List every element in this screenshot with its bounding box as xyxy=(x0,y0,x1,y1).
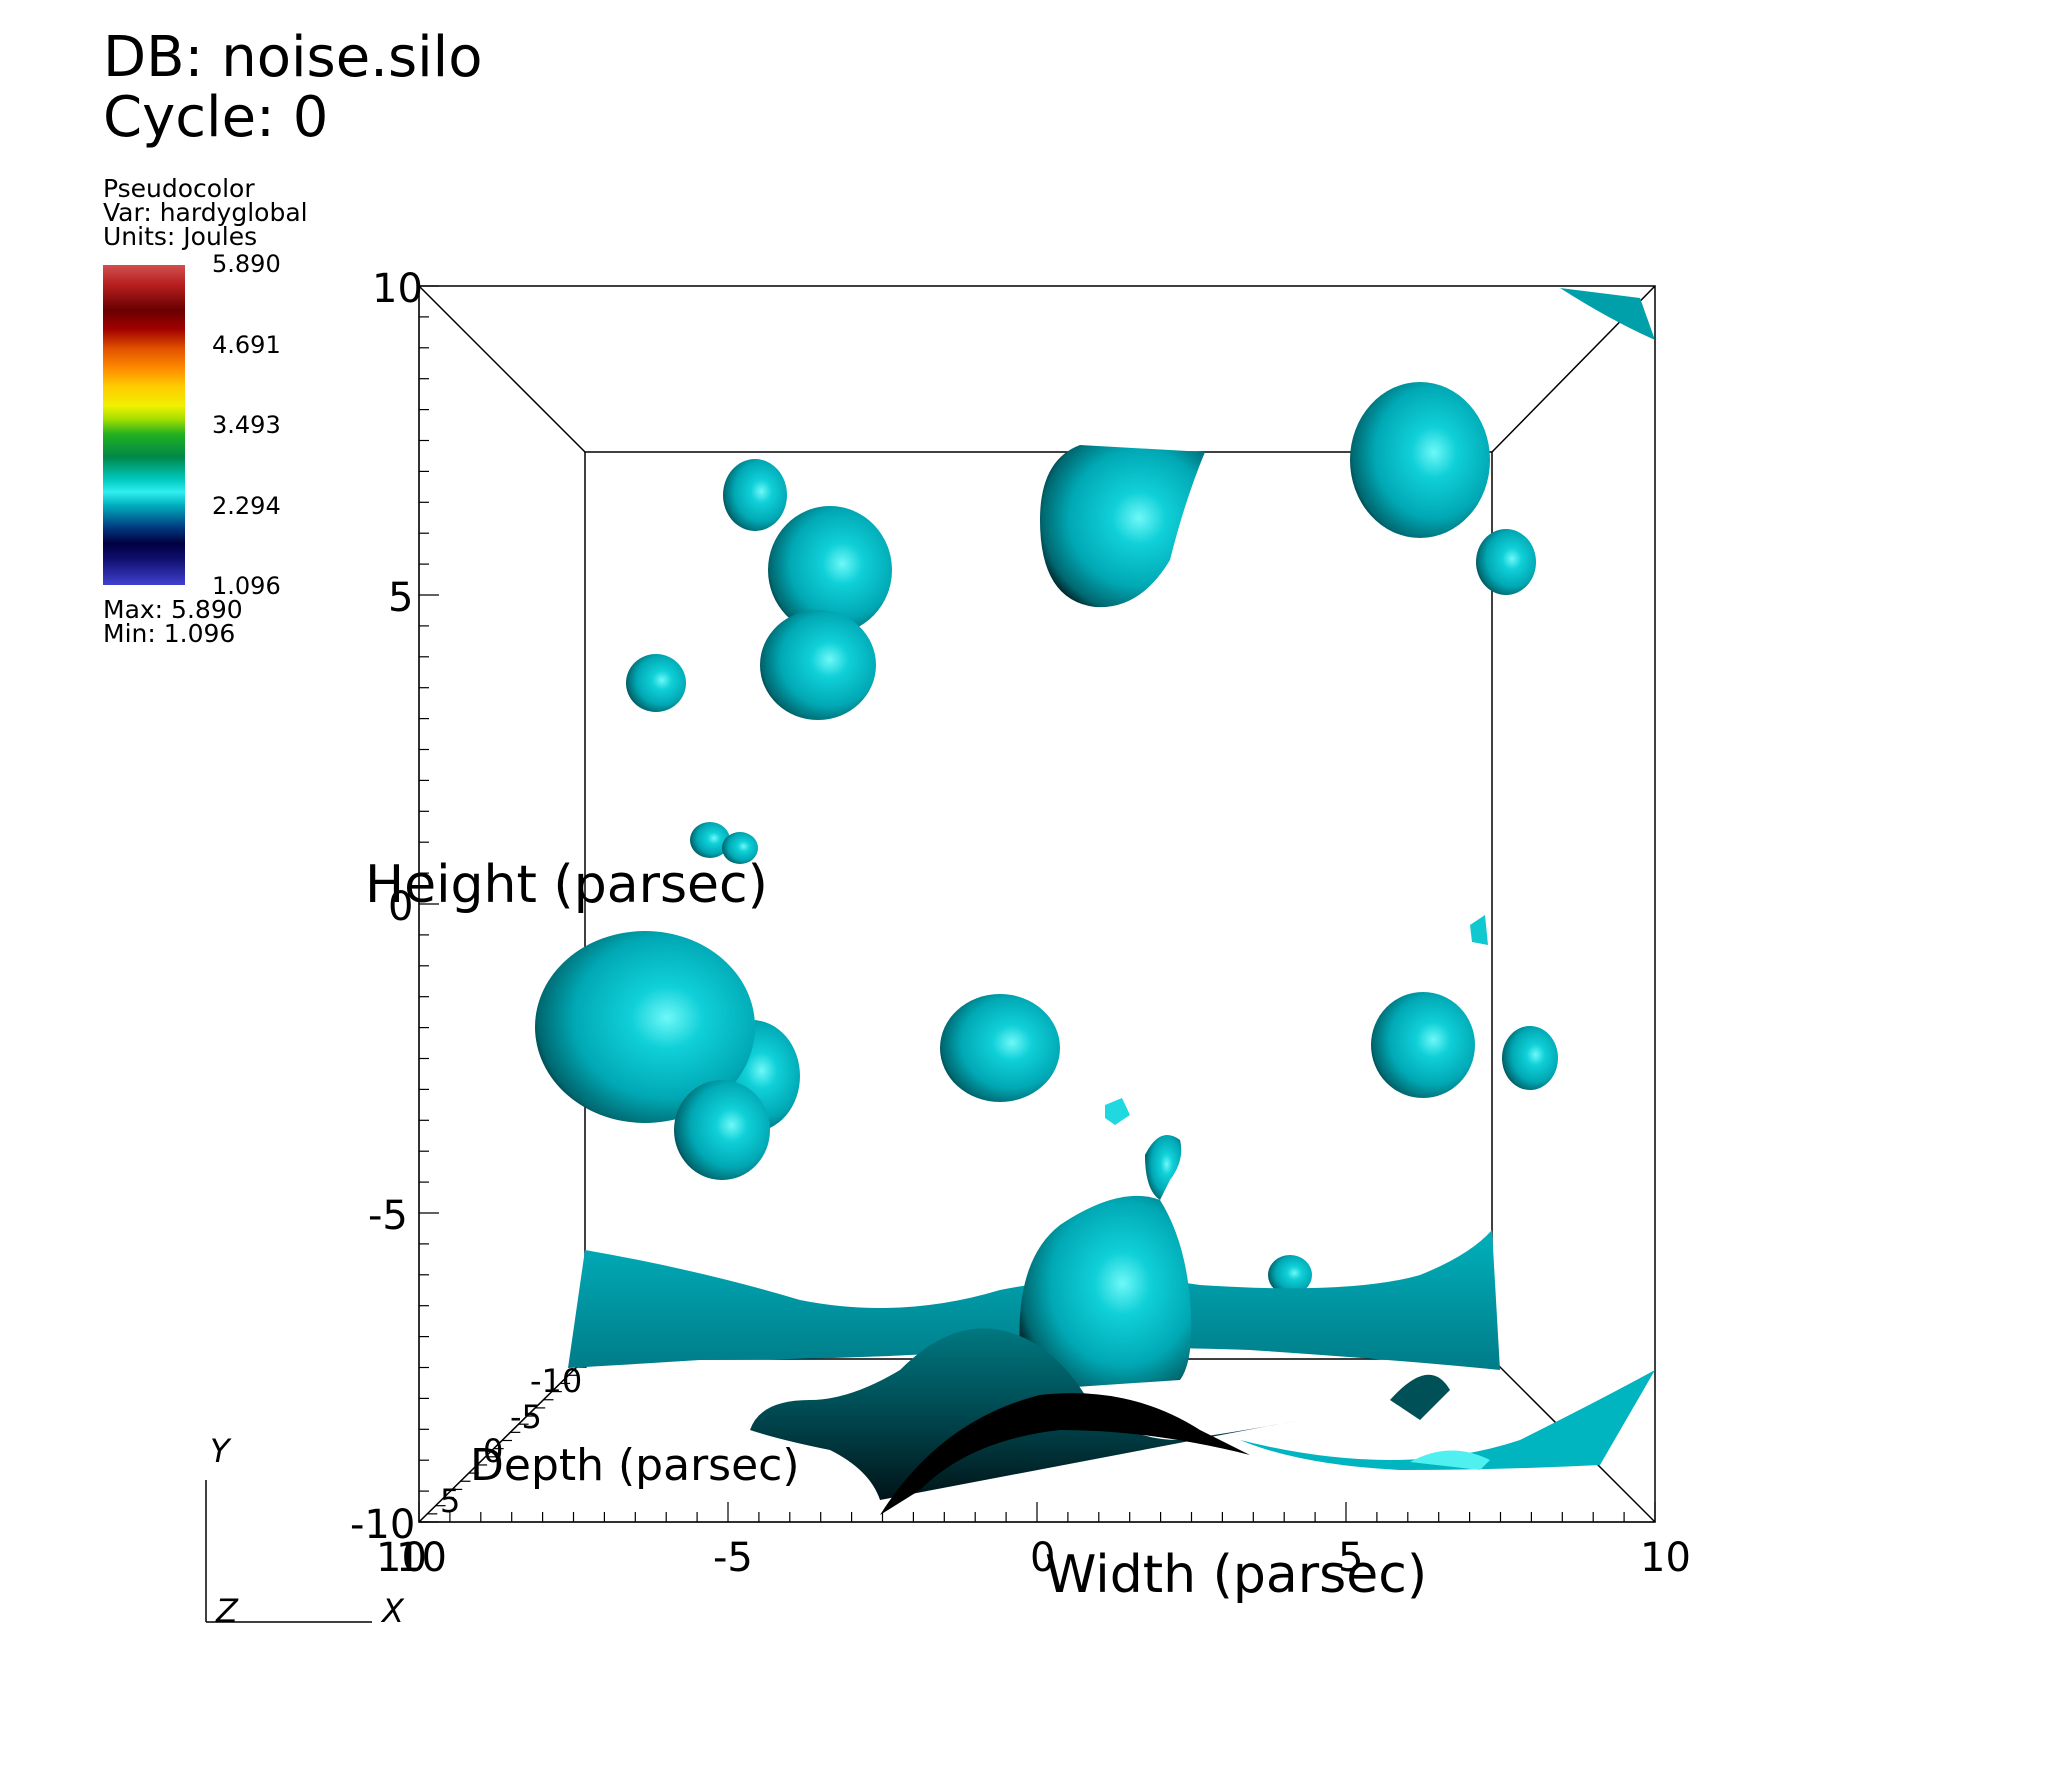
y-tick-label: 5 xyxy=(388,575,414,621)
isosurface-blob xyxy=(722,832,758,864)
triad-y-label: Y xyxy=(210,1432,230,1470)
isosurface-blob xyxy=(626,654,686,712)
database-label: DB: noise.silo xyxy=(103,25,483,90)
z-tick-label: -10 xyxy=(530,1362,583,1400)
y-tick-label: -5 xyxy=(368,1193,408,1239)
isosurface-sheet xyxy=(1390,1374,1450,1420)
legend-tick: 1.096 xyxy=(212,572,281,600)
isosurface-blob xyxy=(1040,445,1205,608)
legend-plot-type: Pseudocolor xyxy=(103,174,255,203)
legend-tick: 3.493 xyxy=(212,411,281,439)
x-tick-label: 10 xyxy=(396,1535,447,1581)
isosurface-blob xyxy=(1268,1255,1312,1295)
isosurface-blob xyxy=(674,1080,770,1180)
y-tick-label: -10 xyxy=(350,1502,416,1548)
triad-x-label: X xyxy=(382,1592,404,1630)
isosurface-blob xyxy=(690,822,730,858)
x-tick-label: 0 xyxy=(1030,1535,1056,1581)
isosurface-blob xyxy=(768,506,892,634)
legend-tick: 4.691 xyxy=(212,331,281,359)
y-tick-label: 0 xyxy=(388,884,414,930)
legend-min: Min: 1.096 xyxy=(103,619,236,648)
legend-color-bar xyxy=(103,265,185,585)
isosurface-sheet xyxy=(1410,1450,1490,1470)
z-axis xyxy=(418,1358,595,1523)
isosurface-blob xyxy=(1470,915,1488,945)
legend-variable: Var: hardyglobal xyxy=(103,198,308,227)
y-axis-title: Height (parsec) xyxy=(365,855,768,915)
isosurface-blob xyxy=(760,610,876,720)
isosurface-blob xyxy=(1350,382,1490,538)
triad-z-label: Z xyxy=(216,1592,238,1630)
isosurface xyxy=(535,288,1655,1515)
z-tick-label: 0 xyxy=(483,1432,504,1470)
x-axis xyxy=(418,1502,1656,1523)
legend-tick: 5.890 xyxy=(212,250,281,278)
x-tick-label: 10 xyxy=(1640,1535,1691,1581)
x-tick-label: 10 xyxy=(376,1535,427,1581)
legend-units: Units: Joules xyxy=(103,222,258,251)
isosurface-blob xyxy=(1105,1098,1130,1125)
z-axis-title: Depth (parsec) xyxy=(470,1440,800,1491)
legend-max: Max: 5.890 xyxy=(103,595,243,624)
isosurface-blob xyxy=(1371,992,1475,1098)
isosurface-blob xyxy=(1502,1026,1558,1090)
x-tick-label: 5 xyxy=(1338,1535,1364,1581)
isosurface-blob xyxy=(723,459,787,531)
y-tick-label: 10 xyxy=(372,266,423,312)
isosurface-sheet xyxy=(1240,1370,1655,1470)
cycle-label: Cycle: 0 xyxy=(103,85,329,150)
legend-tick: 2.294 xyxy=(212,492,281,520)
x-axis-title: Width (parsec) xyxy=(1045,1545,1428,1605)
isosurface-blob xyxy=(940,994,1060,1102)
isosurface-column xyxy=(1019,1195,1192,1390)
isosurface-blob xyxy=(1476,529,1536,595)
z-tick-label: -5 xyxy=(510,1398,542,1436)
isosurface-ridge xyxy=(880,1393,1250,1515)
z-tick-label: 5 xyxy=(440,1482,461,1520)
isosurface-blob xyxy=(535,931,755,1123)
x-tick-label: -5 xyxy=(713,1535,753,1581)
isosurface-blob xyxy=(1145,1135,1182,1200)
isosurface-corner-sheet xyxy=(1560,288,1655,340)
